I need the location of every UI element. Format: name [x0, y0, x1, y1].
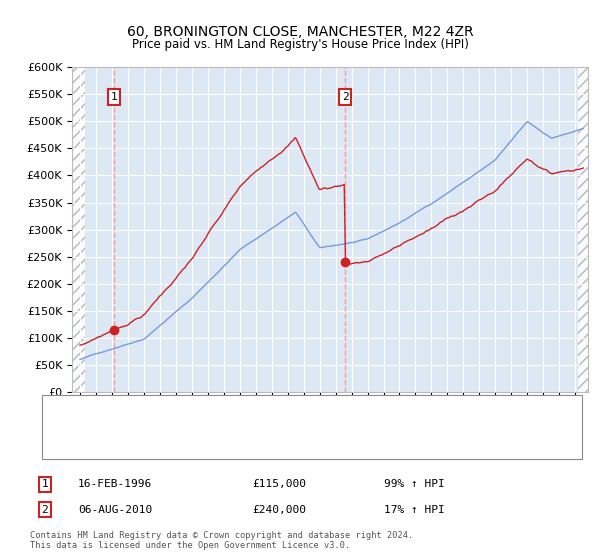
- Text: ————: ————: [66, 408, 115, 421]
- Text: 17% ↑ HPI: 17% ↑ HPI: [384, 505, 445, 515]
- Text: HPI: Average price, detached house, Manchester: HPI: Average price, detached house, Manc…: [120, 429, 374, 439]
- Text: £240,000: £240,000: [252, 505, 306, 515]
- Text: Contains HM Land Registry data © Crown copyright and database right 2024.
This d: Contains HM Land Registry data © Crown c…: [30, 530, 413, 550]
- Text: 60, BRONINGTON CLOSE, MANCHESTER, M22 4ZR: 60, BRONINGTON CLOSE, MANCHESTER, M22 4Z…: [127, 25, 473, 39]
- Text: 1: 1: [41, 479, 49, 489]
- Text: 1: 1: [110, 92, 117, 102]
- Text: 06-AUG-2010: 06-AUG-2010: [78, 505, 152, 515]
- Text: ————: ————: [66, 427, 115, 441]
- Text: 2: 2: [41, 505, 49, 515]
- Text: 60, BRONINGTON CLOSE, MANCHESTER, M22 4ZR (detached house): 60, BRONINGTON CLOSE, MANCHESTER, M22 4Z…: [120, 409, 475, 419]
- Text: 16-FEB-1996: 16-FEB-1996: [78, 479, 152, 489]
- Text: 2: 2: [342, 92, 349, 102]
- Text: £115,000: £115,000: [252, 479, 306, 489]
- Text: Price paid vs. HM Land Registry's House Price Index (HPI): Price paid vs. HM Land Registry's House …: [131, 38, 469, 51]
- Bar: [72, 67, 85, 392]
- Text: 99% ↑ HPI: 99% ↑ HPI: [384, 479, 445, 489]
- Bar: [578, 67, 588, 392]
